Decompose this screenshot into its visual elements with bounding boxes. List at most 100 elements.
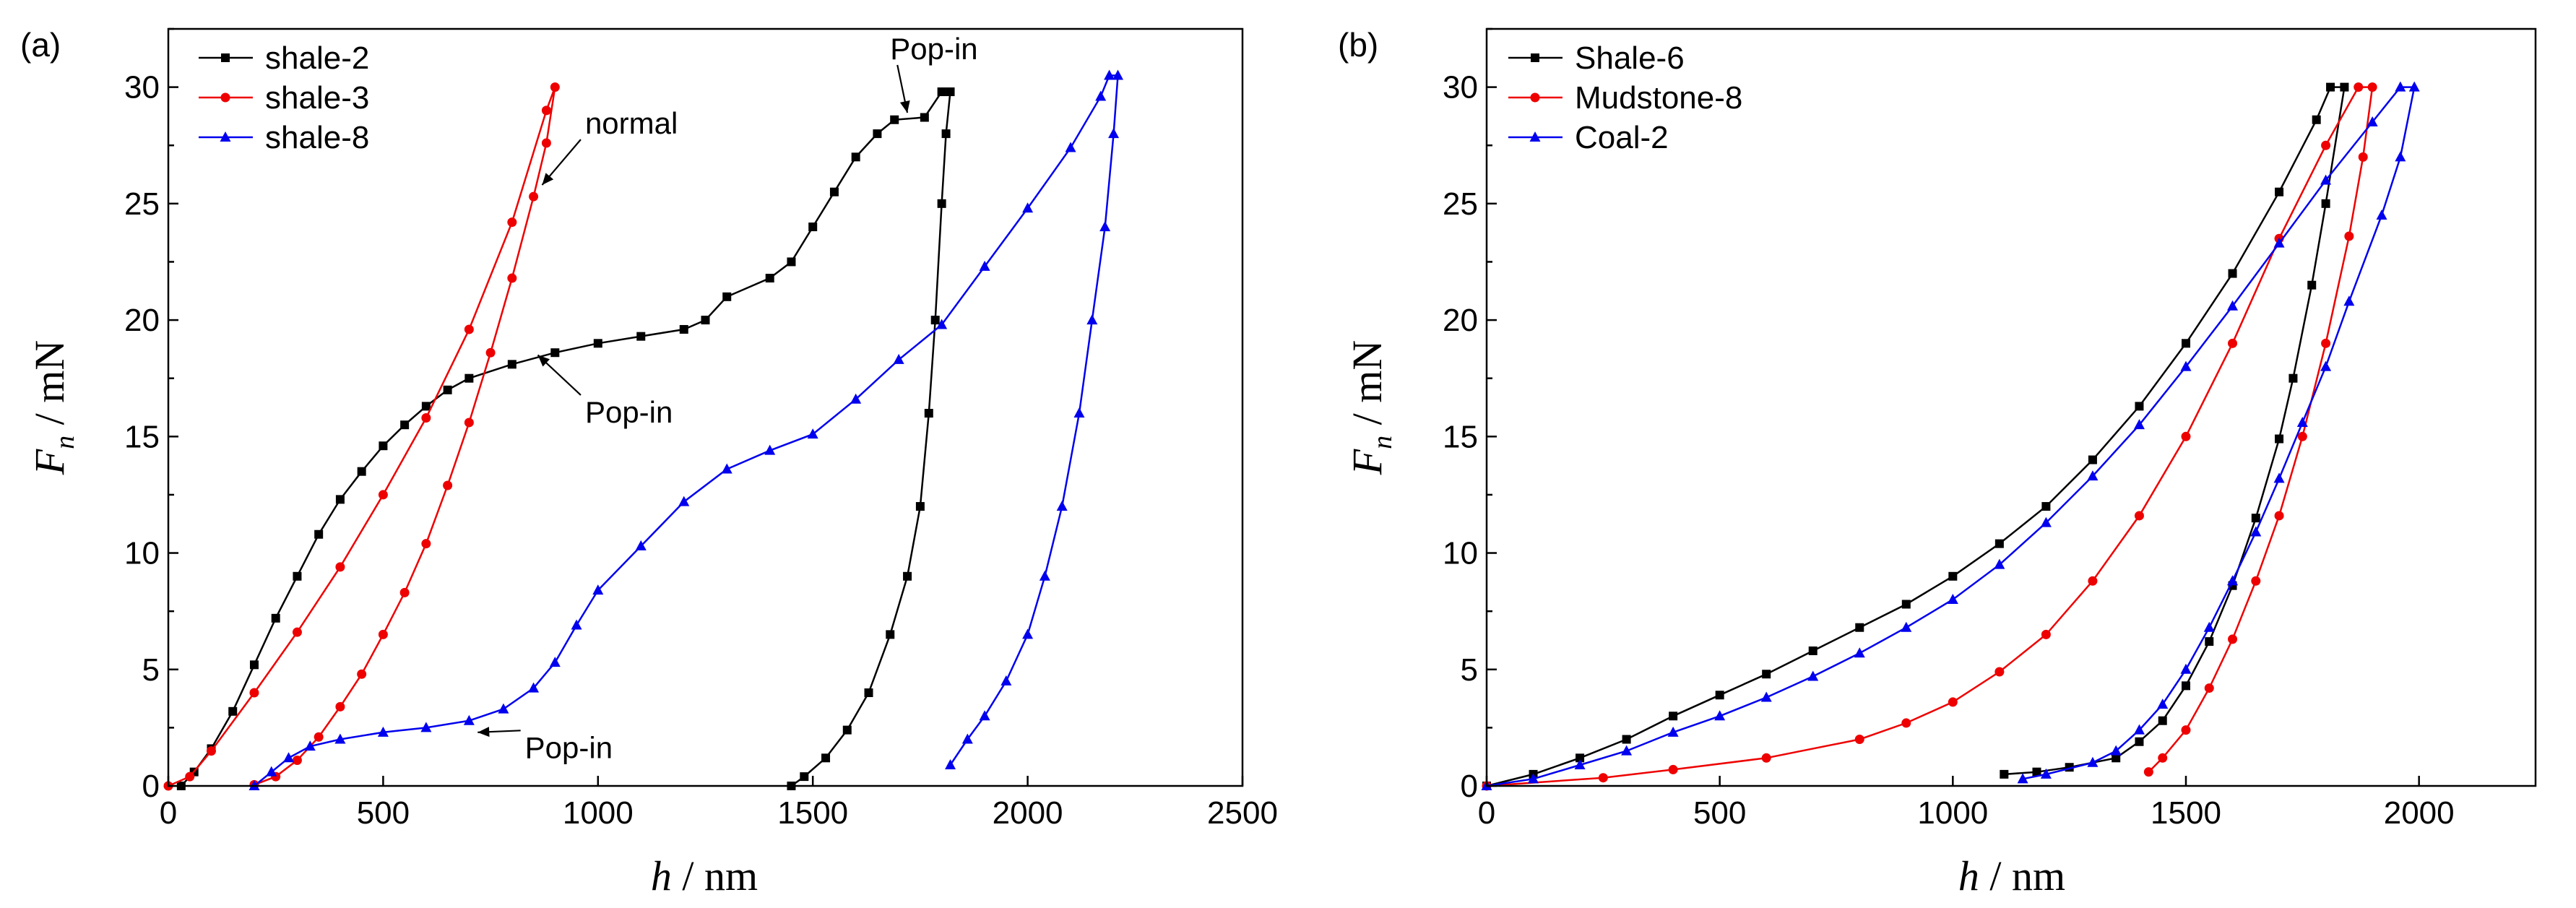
data-point-shale-2 (808, 222, 818, 232)
data-point-coal-2 (1760, 691, 1772, 702)
data-point-shale-8 (498, 703, 509, 714)
annotation: Pop-in (890, 32, 978, 113)
data-point-shale-2 (873, 129, 882, 139)
y-tick-label: 5 (1461, 652, 1478, 688)
data-point-shale-3 (541, 105, 551, 116)
data-point-coal-2 (1854, 647, 1865, 658)
x-axis-title: h / nm (1958, 852, 2065, 899)
legend-swatch-marker (220, 92, 230, 103)
data-point-coal-2 (2087, 470, 2099, 481)
y-axis-unit: / mN (26, 340, 73, 436)
data-point-shale-2 (679, 324, 688, 334)
data-point-shale-6 (2032, 767, 2041, 777)
data-point-coal-2 (1807, 670, 1819, 681)
data-point-shale-8 (1000, 675, 1012, 686)
data-point-mudstone-8 (2181, 431, 2191, 441)
series-shale-8 (248, 69, 1124, 790)
panel-label: (a) (20, 26, 61, 64)
data-point-shale-3 (507, 273, 517, 283)
y-axis-variable: F (1344, 449, 1391, 475)
data-point-shale-6 (2135, 737, 2144, 746)
panel-a-chart: 0 500 1000 1500 2000 2500 0 5 10 15 20 25 30 h / nm Fn… (20, 26, 1278, 899)
x-tick-label: 2500 (1207, 795, 1278, 831)
annotation-label: Pop-in (585, 395, 673, 429)
data-point-shale-8 (1086, 314, 1098, 325)
data-point-shale-6 (2088, 455, 2097, 464)
y-tick-label: 10 (124, 536, 160, 571)
data-point-shale-8 (1022, 628, 1034, 639)
data-point-coal-2 (2395, 81, 2406, 92)
x-axis-variable: h (651, 852, 672, 899)
data-point-shale-6 (1669, 712, 1678, 721)
data-point-coal-2 (2320, 174, 2332, 185)
data-point-coal-2 (1667, 726, 1679, 737)
data-point-shale-8 (1112, 69, 1124, 80)
data-point-shale-2 (249, 660, 259, 670)
data-point-shale-6 (2112, 753, 2121, 763)
data-point-shale-2 (821, 753, 831, 763)
x-axis-unit: / nm (1979, 852, 2065, 899)
data-point-coal-2 (1621, 745, 1633, 756)
data-point-coal-2 (1528, 773, 1539, 784)
data-point-mudstone-8 (1761, 753, 1771, 763)
data-point-shale-3 (335, 701, 345, 712)
data-point-coal-2 (2296, 416, 2308, 427)
annotation-label: normal (585, 106, 678, 140)
data-point-shale-2 (920, 113, 929, 122)
data-point-coal-2 (2273, 237, 2285, 248)
y-tick-label: 20 (1443, 303, 1478, 338)
y-axis-subscript: n (50, 436, 80, 449)
data-point-mudstone-8 (2274, 511, 2284, 521)
data-point-shale-8 (979, 260, 990, 271)
data-point-shale-3 (464, 324, 474, 334)
data-point-shale-2 (937, 199, 946, 208)
plot-frame (167, 27, 1244, 787)
data-point-shale-8 (1039, 570, 1050, 581)
data-point-shale-3 (485, 347, 496, 358)
data-point-mudstone-8 (2321, 338, 2331, 348)
legend-entry: Coal-2 (1508, 120, 1669, 155)
data-point-mudstone-8 (1948, 697, 1958, 707)
data-point-shale-8 (721, 463, 732, 474)
data-point-coal-2 (2367, 116, 2378, 126)
data-point-shale-3 (314, 732, 324, 742)
data-point-shale-6 (2307, 280, 2317, 290)
annotation: normal (541, 106, 678, 186)
y-axis-title: Fn / mN (1344, 340, 1398, 476)
x-axis-title: h / nm (651, 852, 758, 899)
data-point-shale-2 (864, 688, 873, 698)
x-tick-label: 0 (160, 795, 177, 831)
data-point-shale-8 (893, 353, 904, 364)
data-point-shale-2 (335, 495, 345, 504)
y-tick-label: 20 (124, 303, 160, 338)
data-point-shale-8 (377, 726, 389, 737)
data-point-shale-8 (1022, 202, 1034, 213)
data-point-shale-2 (593, 339, 602, 348)
data-point-shale-2 (924, 409, 933, 418)
data-point-coal-2 (1714, 710, 1726, 721)
data-point-shale-8 (1108, 128, 1120, 139)
data-point-shale-8 (334, 733, 346, 744)
series-line-shale-6 (1486, 86, 2346, 787)
data-point-shale-2 (701, 316, 710, 325)
x-tick-label: 1000 (563, 795, 634, 831)
series-line-mudstone-8 (1486, 86, 2374, 787)
data-point-shale-2 (443, 385, 452, 394)
legend-label: shale-2 (265, 40, 369, 76)
annotation-arrowhead (899, 100, 910, 113)
x-tick-label: 500 (357, 795, 410, 831)
data-point-shale-3 (507, 217, 517, 228)
data-point-shale-2 (314, 529, 324, 539)
annotation-arrowhead (477, 727, 490, 738)
plot-frame (1485, 27, 2537, 787)
data-point-shale-8 (592, 584, 604, 595)
data-point-mudstone-8 (2358, 152, 2368, 162)
data-point-shale-6 (1576, 753, 1585, 763)
data-point-mudstone-8 (2158, 753, 2168, 763)
data-point-coal-2 (2157, 699, 2169, 709)
data-point-shale-6 (1901, 600, 1911, 609)
y-axis-subscript: n (1367, 436, 1398, 449)
data-point-shale-2 (890, 115, 899, 124)
data-point-shale-6 (2275, 434, 2284, 444)
annotation-label: Pop-in (525, 730, 613, 764)
